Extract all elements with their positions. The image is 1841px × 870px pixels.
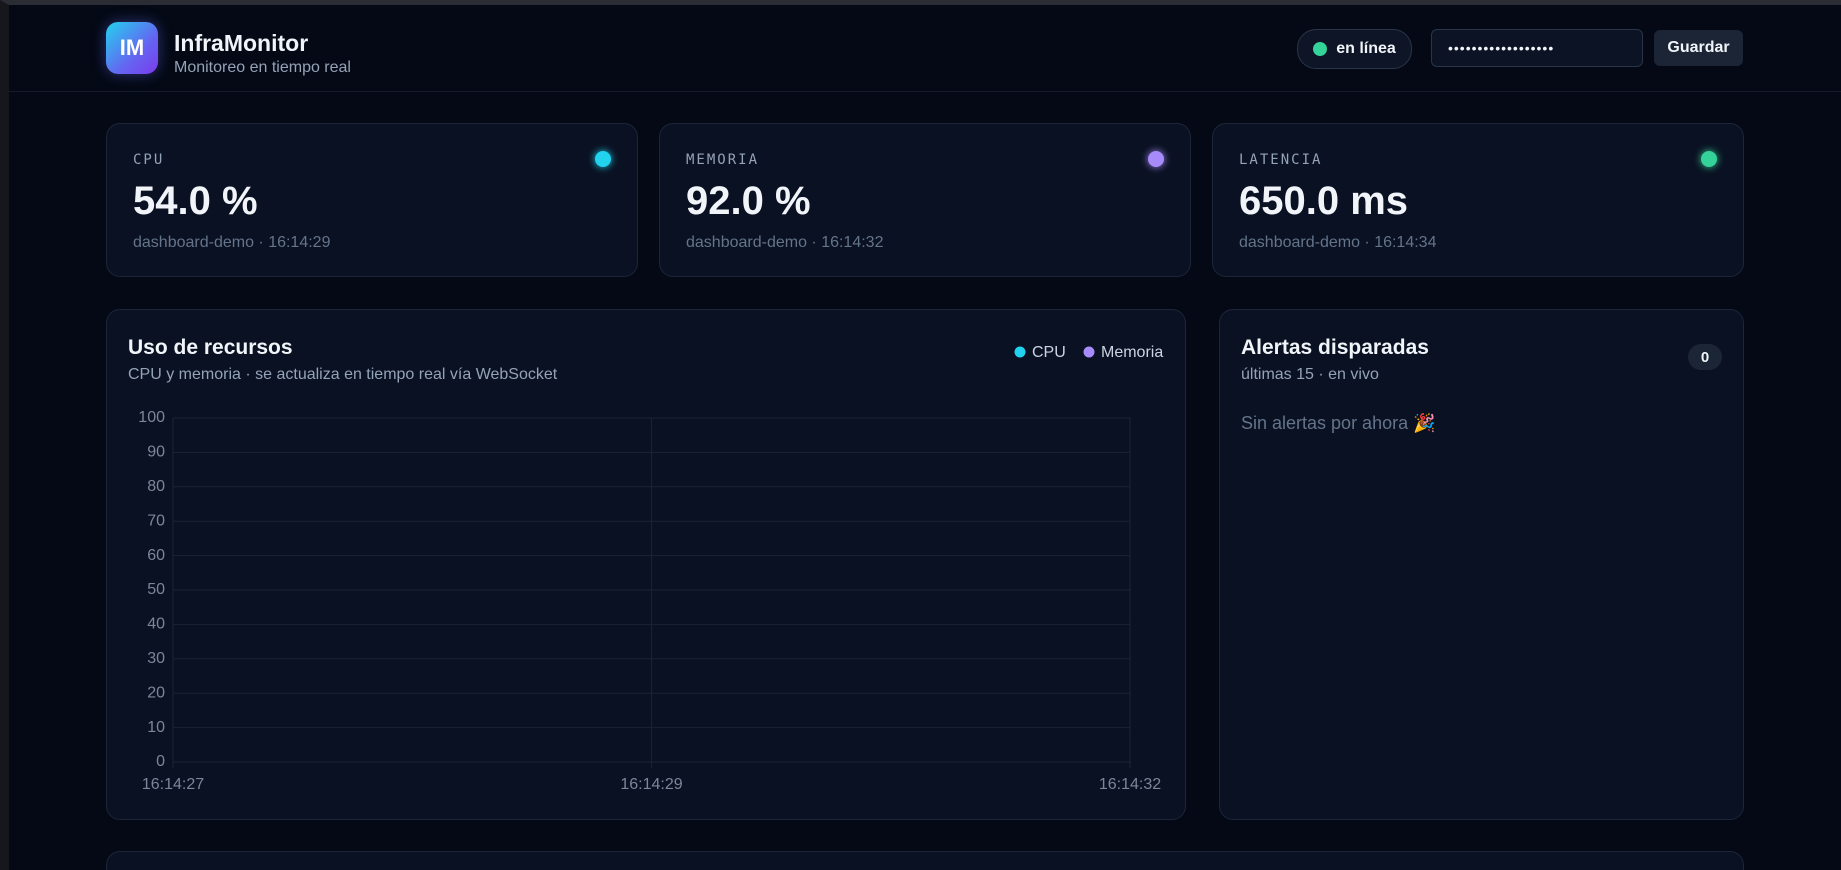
metric-card: MEMORIA 92.0 % dashboard-demo · 16:14:32 (659, 123, 1191, 277)
y-tick-label: 40 (147, 616, 165, 633)
metric-value: 92.0 % (686, 179, 811, 223)
metric-label: LATENCIA (1239, 152, 1323, 168)
save-button[interactable]: Guardar (1654, 30, 1743, 66)
x-tick-label: 16:14:29 (620, 776, 682, 793)
metric-meta: dashboard-demo · 16:14:34 (1239, 234, 1437, 251)
metric-meta: dashboard-demo · 16:14:32 (686, 234, 884, 251)
metric-dot (595, 151, 611, 167)
alerts-subtitle: últimas 15 · en vivo (1241, 366, 1379, 383)
metric-meta: dashboard-demo · 16:14:29 (133, 234, 331, 251)
y-tick-label: 60 (147, 547, 165, 564)
x-tick-label: 16:14:32 (1099, 776, 1161, 793)
token-input[interactable]: •••••••••••••••••• (1431, 29, 1643, 67)
chart-title: Uso de recursos (128, 336, 293, 359)
y-tick-label: 90 (147, 444, 165, 461)
logo: IM (106, 22, 158, 74)
alerts-empty: Sin alertas por ahora 🎉 (1241, 413, 1436, 433)
metric-dot (1148, 151, 1164, 167)
x-tick-label: 16:14:27 (142, 776, 204, 793)
legend-dot (1014, 346, 1026, 358)
legend-dot (1083, 346, 1095, 358)
y-tick-label: 100 (138, 409, 165, 426)
status-dot (1313, 42, 1328, 56)
y-tick-label: 20 (147, 684, 165, 701)
metric-value: 54.0 % (133, 179, 258, 223)
metric-value: 650.0 ms (1239, 179, 1409, 223)
status-label: en línea (1336, 40, 1396, 57)
metric-card: LATENCIA 650.0 ms dashboard-demo · 16:14:3… (1212, 123, 1744, 277)
y-tick-label: 30 (147, 650, 165, 667)
header: IM InfraMonitor Monitoreo en tiempo real… (9, 5, 1841, 92)
legend-label: Memoria (1101, 344, 1163, 361)
y-tick-label: 70 (147, 512, 165, 529)
chart-panel: Uso de recursos CPU y memoria · se actua… (106, 309, 1186, 820)
alerts-count: 0 (1688, 344, 1722, 370)
metric-label: MEMORIA (686, 152, 760, 168)
legend-label: CPU (1032, 344, 1066, 361)
status-pill: en línea (1297, 29, 1412, 69)
y-tick-label: 80 (147, 478, 165, 495)
app-subtitle: Monitoreo en tiempo real (174, 59, 351, 76)
alerts-panel: Alertas disparadas últimas 15 · en vivo … (1219, 309, 1744, 820)
chart-subtitle: CPU y memoria · se actualiza en tiempo r… (128, 366, 558, 383)
metric-label: CPU (133, 152, 165, 168)
y-tick-label: 50 (147, 581, 165, 598)
alerts-title: Alertas disparadas (1241, 336, 1429, 359)
y-tick-label: 0 (156, 753, 165, 770)
bottom-panel (106, 851, 1744, 870)
metric-card: CPU 54.0 % dashboard-demo · 16:14:29 (106, 123, 638, 277)
metric-dot (1701, 151, 1717, 167)
app-title: InfraMonitor (174, 30, 309, 56)
y-tick-label: 10 (147, 719, 165, 736)
chart: 0 10 20 30 40 50 60 70 80 90 100 16:14:27 16:14:29 16… (138, 344, 1163, 793)
